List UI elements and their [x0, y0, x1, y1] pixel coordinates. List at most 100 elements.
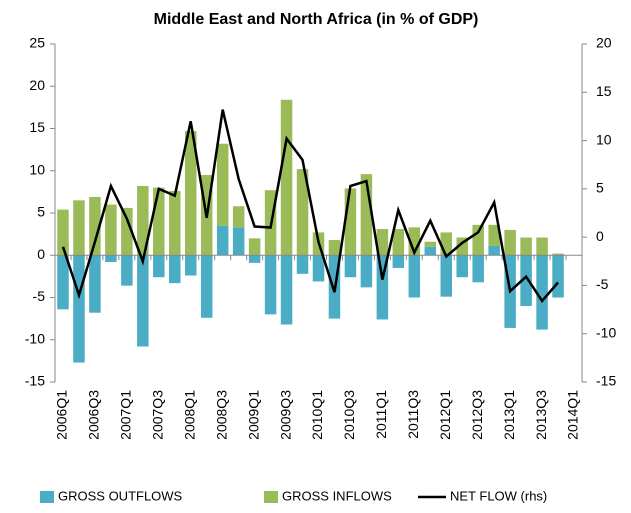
bar: [121, 207, 133, 256]
bar: [488, 245, 500, 256]
x-tick-label: 2011Q1: [373, 390, 389, 439]
bar: [153, 187, 165, 256]
y2-tick-label: -15: [596, 373, 616, 389]
y2-tick-label: 10: [596, 131, 612, 147]
bar: [89, 255, 101, 313]
x-tick-label: 2014Q1: [565, 390, 581, 440]
legend-label: GROSS OUTFLOWS: [58, 488, 183, 503]
y2-tick-label: -5: [596, 276, 609, 292]
bar: [280, 99, 293, 256]
bar: [296, 255, 309, 274]
bar: [440, 255, 453, 297]
y2-tick-label: 0: [596, 228, 604, 244]
bar: [424, 246, 437, 256]
y2-tick-label: 20: [596, 35, 612, 51]
x-tick-label: 2013Q1: [501, 390, 517, 440]
bar: [73, 200, 85, 256]
y2-tick-label: -10: [596, 324, 616, 340]
bar: [89, 196, 101, 256]
bar: [216, 143, 229, 226]
bar: [121, 255, 133, 286]
bar: [392, 255, 405, 268]
legend-swatch: [40, 491, 54, 503]
bar: [200, 255, 213, 318]
x-tick-label: 2009Q1: [245, 390, 261, 440]
y-tick-label: 0: [37, 246, 45, 262]
y-tick-label: -15: [25, 373, 45, 389]
bar: [408, 255, 421, 298]
bar: [264, 255, 277, 315]
x-tick-label: 2007Q3: [150, 390, 166, 440]
bar: [105, 204, 117, 256]
bar: [280, 255, 293, 325]
bar: [536, 255, 548, 330]
bar: [105, 255, 117, 263]
bar: [488, 224, 500, 246]
bar: [392, 229, 405, 256]
bar: [248, 255, 261, 263]
bar: [169, 191, 181, 256]
bar: [344, 255, 357, 278]
line: [61, 109, 559, 303]
bar: [504, 229, 516, 256]
bar: [344, 188, 357, 256]
bar: [536, 237, 548, 256]
bar: [376, 255, 389, 320]
bar: [472, 255, 484, 283]
bar: [232, 227, 245, 256]
bar: [408, 227, 421, 256]
bar: [440, 232, 453, 256]
bar: [456, 237, 468, 256]
x-tick-label: 2008Q3: [213, 390, 229, 440]
y-tick-label: 10: [29, 161, 45, 177]
x-tick-label: 2013Q3: [533, 390, 549, 440]
bar: [296, 169, 309, 256]
bar: [552, 253, 564, 256]
y2-tick-label: 15: [596, 83, 612, 99]
bar: [169, 255, 181, 284]
x-tick-label: 2012Q1: [437, 390, 453, 440]
x-tick-label: 2008Q1: [181, 390, 197, 440]
bar: [216, 225, 229, 256]
bar: [57, 255, 69, 310]
bar: [57, 209, 69, 256]
bar: [472, 224, 484, 256]
x-tick-label: 2007Q1: [118, 390, 134, 440]
legend-label: NET FLOW (rhs): [450, 488, 547, 503]
bar: [456, 255, 468, 278]
bar: [376, 229, 389, 256]
x-tick-label: 2009Q3: [277, 390, 293, 440]
y-tick-label: 20: [29, 77, 45, 93]
x-tick-label: 2010Q3: [341, 390, 357, 440]
x-tick-label: 2012Q3: [469, 390, 485, 440]
bar: [248, 238, 261, 256]
y-tick-label: 5: [37, 204, 45, 220]
bar: [312, 255, 325, 282]
bar: [184, 255, 197, 276]
legend-label: GROSS INFLOWS: [282, 488, 392, 503]
y-tick-label: 25: [29, 35, 45, 51]
bar: [137, 185, 149, 256]
bar: [360, 174, 373, 256]
x-tick-label: 2006Q1: [54, 390, 70, 440]
chart-title: Middle East and North Africa (in % of GD…: [154, 11, 479, 28]
y-tick-label: 15: [29, 119, 45, 135]
y-tick-label: -5: [33, 288, 46, 304]
bar: [360, 255, 373, 288]
bar: [328, 240, 341, 256]
x-tick-label: 2006Q3: [86, 390, 102, 440]
bar: [552, 255, 564, 298]
bar: [424, 241, 437, 247]
y-tick-label: -10: [25, 330, 45, 346]
bar: [184, 131, 197, 256]
bar: [520, 237, 532, 256]
bar: [232, 206, 245, 228]
bar: [153, 255, 165, 278]
x-tick-label: 2010Q1: [309, 390, 325, 440]
legend-swatch: [264, 491, 278, 503]
bar: [520, 255, 532, 306]
bar: [73, 255, 85, 363]
y2-tick-label: 5: [596, 180, 604, 196]
bar: [137, 255, 149, 347]
